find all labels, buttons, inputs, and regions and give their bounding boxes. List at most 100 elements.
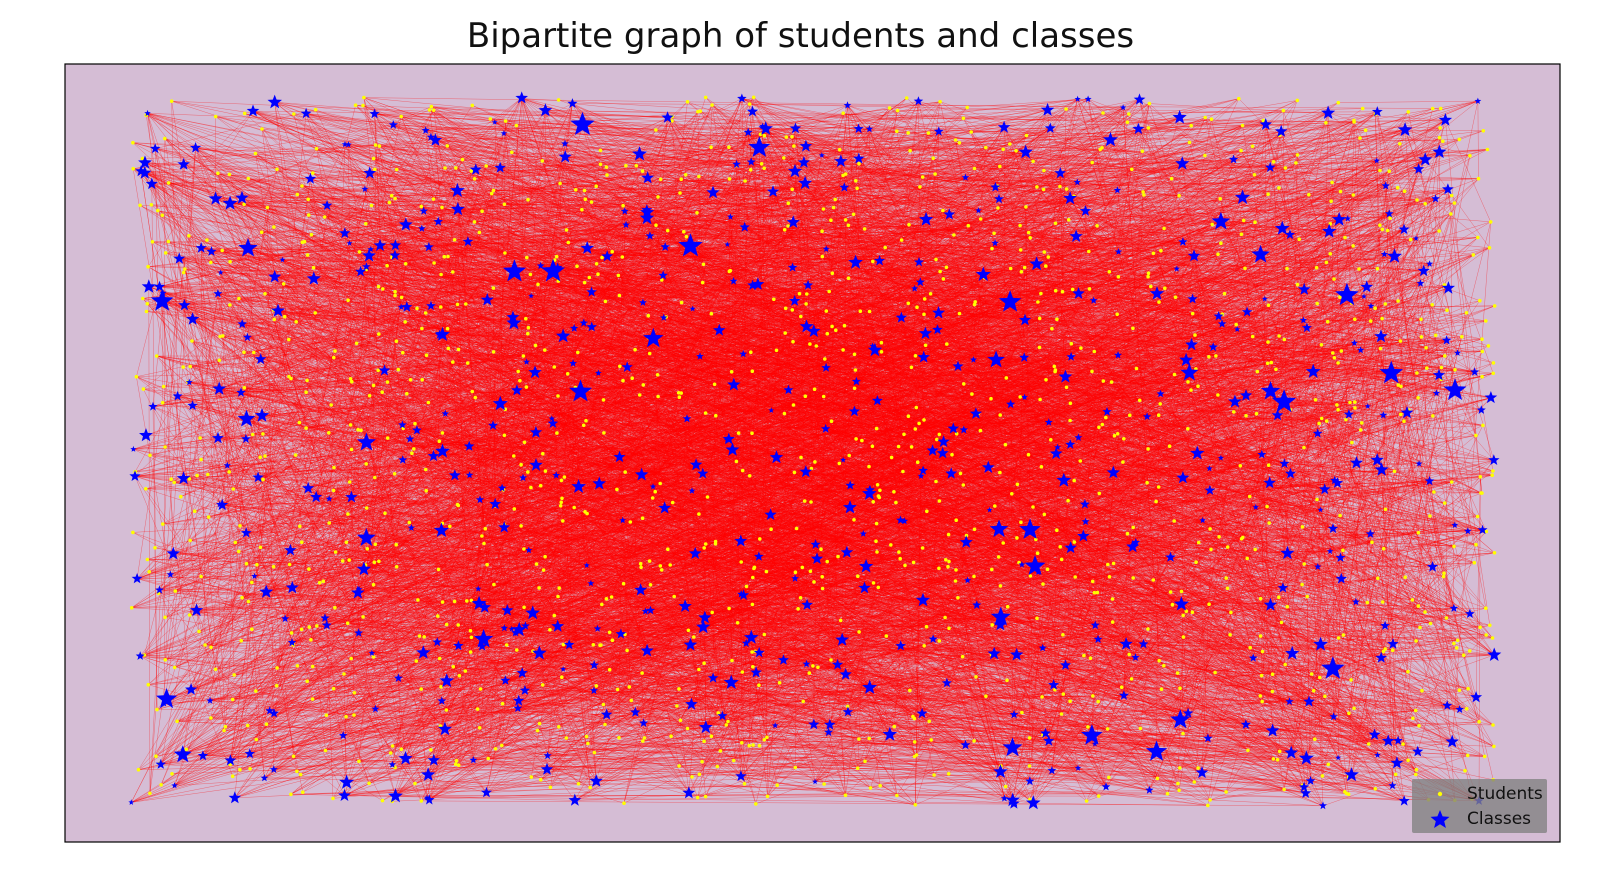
student-node (852, 518, 856, 522)
class-node (306, 271, 321, 285)
class-node (722, 432, 735, 445)
class-node (1005, 792, 1020, 807)
student-node (134, 374, 139, 379)
student-node (1042, 250, 1047, 254)
student-node (1039, 291, 1043, 296)
student-node (1193, 333, 1197, 337)
class-node (634, 583, 648, 596)
student-node (603, 299, 608, 304)
student-node (419, 799, 424, 803)
class-node (758, 121, 773, 135)
class-node (398, 420, 407, 429)
class-node (469, 756, 478, 764)
student-node (371, 655, 376, 659)
student-node (1246, 748, 1250, 753)
class-node (304, 172, 317, 184)
student-node (230, 774, 235, 778)
student-node (1004, 376, 1009, 380)
class-node (506, 310, 520, 323)
student-node (784, 135, 789, 139)
class-node (236, 387, 246, 397)
student-node (543, 469, 548, 473)
class-node (1199, 517, 1206, 524)
student-node (1190, 610, 1195, 614)
student-node (915, 460, 920, 465)
class-node (1298, 750, 1314, 765)
student-node (1128, 413, 1132, 418)
class-node (541, 258, 565, 282)
student-node (957, 311, 962, 316)
student-node (906, 131, 910, 135)
student-node (1138, 726, 1143, 731)
student-node (1475, 514, 1480, 519)
student-node (275, 666, 279, 670)
class-node (1357, 346, 1365, 354)
class-node (217, 269, 224, 275)
student-node (716, 711, 720, 715)
class-node (1056, 472, 1072, 487)
student-node (485, 562, 489, 567)
class-node (310, 490, 323, 503)
student-node (641, 383, 646, 387)
student-node (906, 414, 911, 419)
class-node (1208, 342, 1218, 352)
class-node (1284, 745, 1299, 759)
class-node (787, 163, 802, 178)
student-node (190, 339, 194, 343)
student-node (173, 589, 178, 593)
student-node (1338, 189, 1343, 194)
student-node (1203, 153, 1207, 158)
class-node (834, 154, 848, 167)
class-node (990, 181, 1001, 192)
class-node (848, 254, 863, 269)
class-node (1043, 735, 1055, 746)
class-node (325, 495, 333, 502)
student-node (468, 650, 473, 654)
student-node (1478, 625, 1482, 630)
class-node (389, 239, 402, 251)
class-node (769, 450, 784, 464)
student-node (159, 783, 163, 787)
class-node (397, 303, 405, 310)
student-node (1072, 540, 1077, 544)
student-node (1157, 300, 1161, 304)
student-node (454, 758, 459, 763)
student-node (1438, 106, 1443, 111)
class-node (1257, 449, 1267, 459)
student-node (305, 378, 309, 383)
student-node (1441, 139, 1445, 143)
student-node (444, 708, 449, 712)
student-node (436, 614, 440, 618)
student-node (536, 282, 540, 287)
student-node (775, 783, 779, 787)
student-node (172, 480, 176, 485)
class-node (1279, 458, 1290, 468)
student-node (1300, 582, 1304, 587)
student-node (838, 618, 843, 623)
student-node (757, 743, 762, 748)
student-node (1271, 757, 1276, 761)
class-node (1335, 572, 1347, 584)
student-node (685, 100, 690, 104)
class-node (1464, 527, 1472, 535)
student-node (179, 494, 183, 499)
student-node (1317, 421, 1321, 426)
class-node (986, 506, 993, 513)
student-node (1122, 437, 1126, 441)
class-node (1300, 787, 1312, 798)
student-node (1014, 149, 1018, 153)
class-node (798, 175, 813, 190)
class-node (926, 444, 939, 456)
class-node (269, 708, 279, 718)
class-node (1044, 122, 1056, 133)
legend-label-classes: Classes (1467, 809, 1532, 829)
student-node (525, 255, 529, 260)
student-node (896, 444, 901, 449)
class-node (153, 280, 166, 292)
student-node (1243, 266, 1247, 271)
student-node (633, 347, 637, 352)
student-node (1003, 442, 1008, 447)
student-node (1305, 594, 1309, 599)
class-node (388, 760, 396, 768)
student-node (451, 360, 455, 364)
